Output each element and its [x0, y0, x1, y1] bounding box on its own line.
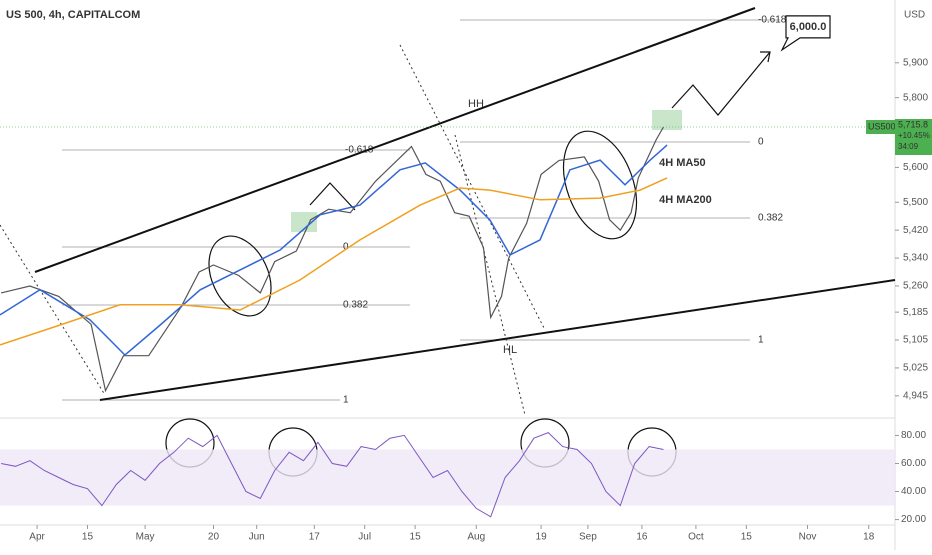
x-tick-label: Apr [29, 532, 45, 543]
price-tag-change: +10.45% [898, 131, 930, 140]
y-tick-label: 5,185 [903, 307, 928, 318]
x-tick-label: Aug [467, 532, 485, 543]
x-tick-label: Nov [799, 532, 817, 543]
currency: USD [904, 10, 925, 21]
x-tick-label: Jun [249, 532, 265, 543]
dotted-lines [0, 44, 546, 416]
x-tick-label: Sep [579, 532, 597, 543]
x-tick-label: 15 [741, 532, 753, 543]
x-tick-label: 15 [82, 532, 94, 543]
y-tick-label: 5,900 [903, 57, 928, 68]
y-tick-label: 5,420 [903, 225, 928, 236]
x-tick-label: May [136, 532, 155, 543]
y-tick-label: 5,105 [903, 335, 928, 346]
series-line [0, 144, 668, 357]
rsi-tick-label: 60.00 [901, 458, 926, 469]
chart-title: US 500, 4h, CAPITALCOM [6, 9, 140, 21]
highlight-box [652, 110, 682, 130]
x-tick-label: 18 [863, 532, 875, 543]
x-tick-label: 16 [636, 532, 648, 543]
rsi-tick-label: 80.00 [901, 430, 926, 441]
channel-top [34, 7, 756, 273]
rsi-band [0, 449, 895, 506]
fib-label: -0.618 [345, 145, 374, 156]
y-tick-label: 4,945 [903, 390, 928, 401]
channel-bottom [99, 279, 896, 401]
y-tick-label: 5,600 [903, 162, 928, 173]
y-tick-label: 5,500 [903, 197, 928, 208]
rsi-line [1, 432, 664, 518]
price-tag-countdown: 34:09 [898, 142, 919, 151]
target-callout [780, 15, 831, 52]
fib-label: 0 [343, 242, 349, 253]
price-tag-symbol: US500 [868, 121, 896, 131]
projection [671, 51, 771, 116]
arrow-head [760, 51, 771, 63]
price-tag-label: 5,715.8 [898, 119, 928, 129]
fib-right [460, 19, 780, 341]
rsi-tick-label: 40.00 [901, 486, 926, 497]
price-tag [895, 119, 932, 156]
fib-label: 0 [758, 137, 764, 148]
x-tick-label: 20 [208, 532, 220, 543]
highlight-box [291, 212, 317, 232]
annotation: HH [468, 98, 484, 110]
projection [309, 182, 356, 211]
x-tick-label: Oct [688, 532, 704, 543]
y-tick-label: 5,800 [903, 92, 928, 103]
x-tick-label: Jul [358, 532, 371, 543]
y-tick-label: 5,025 [903, 363, 928, 374]
annotation: HL [503, 344, 517, 356]
price-tag-symbol-bg [866, 120, 895, 135]
x-tick-label: 15 [410, 532, 422, 543]
series-line [0, 177, 668, 346]
fib-label: -0.618 [758, 15, 787, 26]
x-tick-label: 17 [309, 532, 321, 543]
series-label: 4H MA50 [659, 157, 705, 169]
x-tick-label: 19 [536, 532, 548, 543]
fib-label: 1 [343, 395, 349, 406]
series-label: 4H MA200 [659, 194, 712, 206]
y-tick-label: 5,260 [903, 281, 928, 292]
y-tick-label: 5,340 [903, 253, 928, 264]
series-line [0, 126, 665, 393]
fib-label: 0.382 [343, 300, 368, 311]
fib-label: 1 [758, 335, 764, 346]
fib-label: 0.382 [758, 213, 783, 224]
rsi-tick-label: 20.00 [901, 514, 926, 525]
target-label: 6,000.0 [790, 21, 827, 33]
